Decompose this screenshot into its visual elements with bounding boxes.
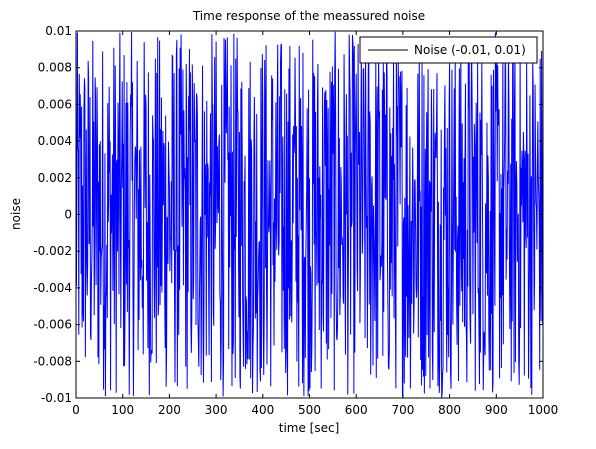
x-axis-label: time [sec] xyxy=(279,421,340,435)
y-axis-label: noise xyxy=(9,198,23,230)
series-layer xyxy=(75,31,544,398)
y-tick-label: 0.002 xyxy=(38,171,72,185)
x-tick-label: 1000 xyxy=(528,403,559,417)
x-tick-label: 400 xyxy=(251,403,274,417)
y-tick-label: 0.006 xyxy=(38,97,72,111)
y-tick-label: -0.002 xyxy=(33,244,72,258)
x-tick-label: 200 xyxy=(158,403,181,417)
y-tick-label: -0.008 xyxy=(33,354,72,368)
legend: Noise (-0.01, 0.01) xyxy=(359,36,538,64)
x-tick-label: 0 xyxy=(72,403,80,417)
x-axis-ticks: 0 100 200 300 400 500 600 700 800 900 1000 xyxy=(72,31,558,417)
y-tick-label: 0.004 xyxy=(38,134,72,148)
y-tick-label: -0.01 xyxy=(41,391,72,405)
x-tick-label: 500 xyxy=(298,403,321,417)
y-tick-label: 0.008 xyxy=(38,61,72,75)
x-tick-label: 900 xyxy=(485,403,508,417)
y-tick-label: 0 xyxy=(64,208,72,222)
series-line-noise xyxy=(75,31,544,398)
x-tick-label: 600 xyxy=(345,403,368,417)
y-tick-label: -0.006 xyxy=(33,318,72,332)
x-tick-label: 100 xyxy=(111,403,134,417)
y-tick-label: -0.004 xyxy=(33,281,72,295)
y-axis-ticks: -0.01 -0.008 -0.006 -0.004 -0.002 0 0.002 0.004… xyxy=(33,24,543,405)
x-tick-label: 300 xyxy=(205,403,228,417)
x-tick-label: 800 xyxy=(438,403,461,417)
x-tick-label: 700 xyxy=(391,403,414,417)
y-tick-label: 0.01 xyxy=(45,24,72,38)
legend-label: Noise (-0.01, 0.01) xyxy=(414,43,526,57)
chart-title: Time response of the meassured noise xyxy=(192,9,425,23)
